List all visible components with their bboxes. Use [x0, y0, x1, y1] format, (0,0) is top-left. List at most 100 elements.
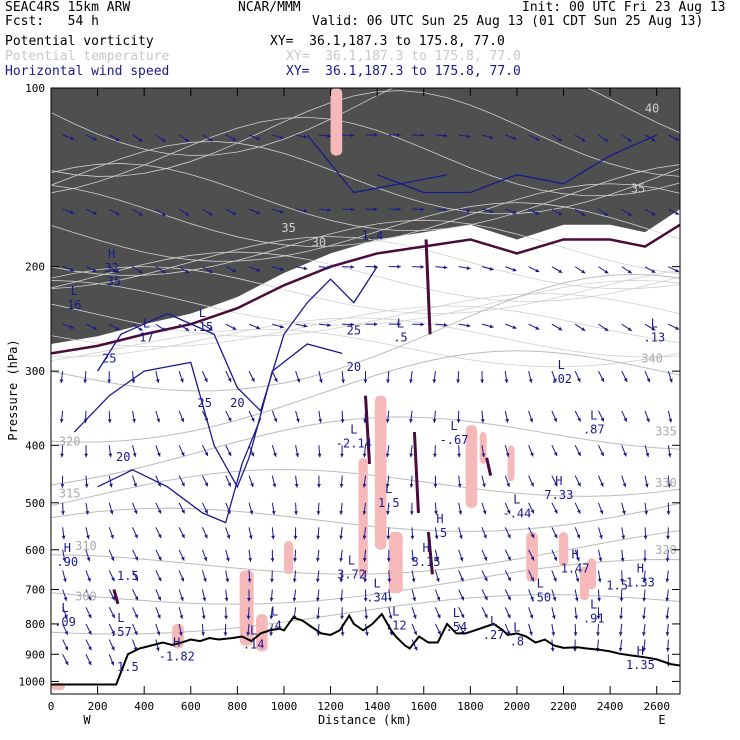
wind-vector-head: [292, 578, 297, 583]
extremum-value: .09: [54, 615, 76, 629]
wind-vector-head: [155, 379, 160, 383]
wind-vector-head: [350, 207, 355, 212]
wind-vector-head: [161, 327, 166, 331]
extremum-marker: L: [392, 604, 399, 618]
wind-vector-head: [627, 327, 632, 331]
pv-positive-patch: [358, 457, 368, 579]
wind-vector-head: [643, 558, 647, 562]
wind-vector-head: [181, 482, 185, 487]
wind-vector-head: [224, 597, 229, 602]
wind-vector-head: [388, 597, 392, 602]
extremum-marker: L: [374, 577, 381, 591]
wind-vector-head: [185, 138, 190, 142]
wind-vector-head: [553, 509, 558, 514]
wind-vector-head: [597, 597, 601, 602]
wind-vector-head: [627, 269, 632, 274]
wind-vector-head: [576, 509, 581, 514]
pv-positive-patch: [479, 432, 487, 464]
pv-positive-patch: [388, 531, 403, 594]
wind-vector-head: [316, 511, 321, 515]
wind-vector-head: [409, 483, 414, 488]
wind-vector-head: [573, 647, 577, 652]
wind-vector-head: [506, 482, 510, 487]
wind-vector-head: [642, 632, 646, 636]
wind-vector-head: [226, 534, 231, 539]
wind-vector-head: [271, 510, 276, 515]
y-tick-label: 600: [25, 544, 45, 557]
y-tick-label: 900: [25, 648, 45, 661]
wind-vector-head: [181, 534, 185, 539]
extremum-marker: H: [108, 247, 115, 261]
wind-vector-head: [327, 134, 331, 138]
wind-vector-head: [363, 379, 368, 384]
wind-speed-label: 35: [281, 221, 295, 235]
wind-vector-head: [327, 323, 331, 327]
wind-vector-head: [362, 483, 367, 488]
wind-vector-head: [248, 557, 253, 562]
wind-vector-head: [573, 632, 578, 636]
wind-vector-head: [155, 647, 160, 652]
wind-vector-head: [675, 268, 680, 273]
wind-vector-head: [385, 453, 390, 458]
wind-vector-head: [529, 452, 534, 457]
x-tick-label: 2200: [550, 700, 577, 713]
extremum-marker: H: [572, 547, 579, 561]
wind-vector-head: [411, 558, 415, 562]
wind-vector-head: [466, 323, 471, 328]
wind-vector-head: [622, 483, 627, 488]
extremum-value: .13: [644, 330, 666, 344]
extremum-value: .12: [385, 618, 407, 632]
y-tick-label: 100: [25, 82, 45, 95]
wind-vector-head: [111, 577, 115, 582]
wind-vector-head: [303, 323, 308, 328]
wind-vector-head: [157, 614, 161, 619]
wind-vector-head: [437, 630, 441, 635]
theta-contour-strat: [51, 251, 680, 302]
wind-vector-head: [646, 418, 650, 423]
extremum-value: -.67: [440, 433, 469, 447]
model-title: SEAC4RS 15km ARW: [5, 0, 131, 15]
plot-area: 320 315 310 300 340 335 330 320 35 25 20 25 20 30 25 20…: [51, 88, 680, 691]
wind-vector-head: [669, 378, 673, 383]
theta-contour-strat: [51, 328, 680, 368]
extremum-marker: L: [651, 316, 658, 330]
wind-vector-head: [109, 483, 113, 488]
wind-vector-head: [665, 597, 670, 602]
wind-vector-head: [250, 482, 254, 487]
wind-speed-label: 20: [116, 450, 130, 464]
extremum-marker: L: [61, 601, 68, 615]
extremum-value: -1.82: [159, 649, 195, 663]
wind-vector-head: [110, 556, 115, 561]
wind-vector-head: [115, 211, 120, 216]
wind-vector-head: [363, 578, 368, 583]
wind-vector-head: [397, 207, 401, 212]
wind-vector-head: [666, 511, 671, 515]
extremum-value: 1.35: [626, 658, 655, 672]
extremum-value: .15: [192, 320, 214, 334]
wind-vector-head: [293, 558, 297, 562]
wind-vector-head: [232, 268, 237, 273]
wind-vector-head: [483, 556, 488, 561]
wind-vector-head: [224, 615, 228, 620]
wind-vector-head: [558, 211, 563, 216]
extremum-marker: L: [348, 553, 355, 567]
stratosphere-shading: [51, 88, 680, 344]
wind-vector-head: [64, 630, 68, 635]
wind-vector-head: [489, 209, 494, 214]
terrain-line: [51, 612, 680, 686]
wind-vector-head: [350, 265, 355, 269]
extremum-value: .90: [56, 555, 78, 569]
wind-vector-head: [433, 484, 438, 488]
extremum-value: 7.33: [544, 488, 573, 502]
wind-vector-head: [227, 509, 231, 514]
wind-vector-head: [443, 133, 448, 138]
wind-vector-head: [665, 558, 670, 562]
wind-vector-head: [269, 615, 274, 620]
wind-vector-head: [466, 208, 471, 213]
wind-vector-head: [420, 264, 425, 269]
theta-label: 330: [655, 476, 677, 490]
wind-vector-head: [340, 453, 344, 458]
wind-vector-head: [386, 558, 391, 562]
wind-vector-head: [69, 210, 74, 214]
wind-vector-head: [535, 211, 540, 215]
